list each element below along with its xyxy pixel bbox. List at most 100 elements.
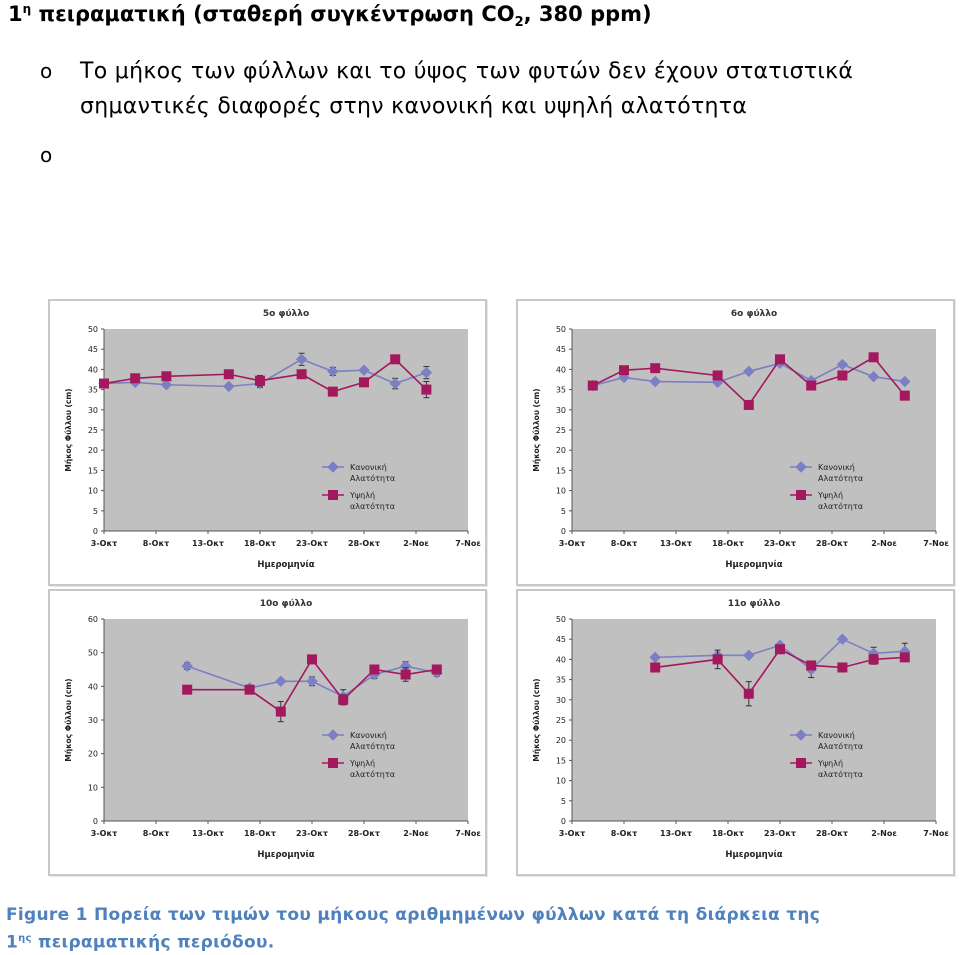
legend-marker xyxy=(796,758,806,768)
legend-marker xyxy=(327,729,339,741)
y-tick-label: 35 xyxy=(88,386,98,395)
y-tick-label: 15 xyxy=(556,756,566,765)
y-tick-label: 15 xyxy=(88,466,98,475)
legend-label: Κανονική xyxy=(818,731,855,740)
y-tick-label: 30 xyxy=(88,406,98,415)
legend-label: Κανονική xyxy=(350,731,387,740)
x-tick-label: 23-Οκτ xyxy=(296,539,328,548)
y-tick-label: 10 xyxy=(88,783,98,792)
data-point xyxy=(255,375,265,386)
y-tick-label: 5 xyxy=(561,507,566,516)
data-point xyxy=(806,380,817,391)
data-point xyxy=(130,373,141,384)
data-point xyxy=(358,364,370,376)
x-tick-label: 23-Οκτ xyxy=(764,829,796,838)
y-tick-label: 35 xyxy=(556,386,566,395)
y-tick-label: 0 xyxy=(561,527,566,536)
y-tick-label: 0 xyxy=(93,817,98,826)
series-high xyxy=(587,352,910,410)
chart-svg: 6ο φύλλο 0 5 10 15 20 25 30 35 40 45 50 3-Οκτ 8-Οκτ 13… xyxy=(532,309,949,570)
series-line xyxy=(187,657,437,713)
y-tick-label: 25 xyxy=(556,426,566,435)
x-tick-label: 3-Οκτ xyxy=(559,829,585,838)
chart-title: 6ο φύλλο xyxy=(731,309,777,319)
legend-label: αλατότητα xyxy=(350,501,395,511)
data-point xyxy=(223,369,234,380)
y-tick-label: 40 xyxy=(556,365,566,374)
chart-title: 11ο φύλλο xyxy=(728,599,781,609)
x-axis-label: Ημερομηνία xyxy=(725,559,782,570)
data-point xyxy=(649,651,661,664)
data-point xyxy=(181,660,193,672)
x-tick-label: 2-Νοε xyxy=(871,539,897,548)
data-point xyxy=(743,649,755,662)
legend-label: αλατότητα xyxy=(818,769,863,779)
y-axis-label: Μήκος Φύλλου (cm) xyxy=(64,388,73,471)
x-tick-label: 7-Νοε xyxy=(455,829,481,838)
data-point xyxy=(244,684,255,695)
y-tick-label: 10 xyxy=(556,777,566,786)
legend-label: Κανονική xyxy=(818,463,855,472)
data-point xyxy=(390,354,401,365)
y-tick-label: 45 xyxy=(556,635,566,644)
heading-tail: , 380 ppm) xyxy=(523,2,652,26)
x-tick-label: 18-Οκτ xyxy=(244,829,276,838)
series-line xyxy=(655,648,905,696)
x-tick-label: 13-Οκτ xyxy=(192,829,224,838)
y-tick-label: 20 xyxy=(88,750,98,759)
y-axis-label: Μήκος Φύλλου (cm) xyxy=(64,678,73,761)
y-axis-label: Μήκος Φύλλου (cm) xyxy=(532,388,541,471)
data-point xyxy=(275,675,287,687)
y-tick-label: 30 xyxy=(556,406,566,415)
data-point xyxy=(899,652,910,663)
data-point xyxy=(868,352,879,363)
data-point xyxy=(296,369,307,380)
data-point xyxy=(899,390,910,401)
bullet-text: Το μήκος των φύλλων και το ύψος των φυτώ… xyxy=(80,59,854,119)
heading-text: πειραματική (σταθερή συγκέντρωση CO xyxy=(31,2,515,26)
figure-caption: Figure 1 Πορεία των τιμών του μήκους αρι… xyxy=(6,903,946,955)
y-tick-label: 25 xyxy=(88,426,98,435)
series-line xyxy=(186,665,437,698)
bullet-item: o Το μήκος των φύλλων και το ύψος των φυ… xyxy=(12,54,912,124)
data-point xyxy=(99,378,109,389)
data-point xyxy=(327,386,338,397)
x-tick-label: 3-Οκτ xyxy=(91,539,117,548)
bullet-mark: o xyxy=(40,143,53,167)
plot-area xyxy=(572,619,936,821)
x-tick-label: 18-Οκτ xyxy=(712,539,744,548)
data-point xyxy=(161,371,172,382)
y-tick-label: 60 xyxy=(88,615,98,624)
y-tick-label: 15 xyxy=(556,466,566,475)
legend-label: Υψηλή xyxy=(349,491,375,500)
y-tick-label: 45 xyxy=(556,345,566,354)
y-tick-label: 45 xyxy=(88,345,98,354)
data-point xyxy=(420,366,433,379)
legend-label: Υψηλή xyxy=(349,759,375,768)
x-tick-label: 2-Νοε xyxy=(403,829,429,838)
legend-marker xyxy=(795,461,807,473)
x-tick-label: 13-Οκτ xyxy=(660,539,692,548)
heading-subscript: 2 xyxy=(514,15,524,31)
legend-label: Αλατότητα xyxy=(818,473,863,483)
x-tick-label: 13-Οκτ xyxy=(660,829,692,838)
x-tick-label: 8-Οκτ xyxy=(143,539,169,548)
x-tick-label: 28-Οκτ xyxy=(816,829,848,838)
chart-svg: 11ο φύλλο 0 5 10 15 20 25 30 35 40 45 50 3-Οκτ 8-Οκτ 1… xyxy=(532,599,949,860)
x-tick-label: 28-Οκτ xyxy=(348,829,380,838)
data-point xyxy=(743,365,755,378)
bullet-list: o Το μήκος των φύλλων και το ύψος των φυ… xyxy=(12,54,912,168)
data-point xyxy=(836,633,849,645)
chart-leaf-5: 5ο φύλλο 0 5 10 15 20 25 30 35 40 45 50 3-Οκτ 8-Οκτ 13… xyxy=(48,299,487,586)
x-tick-label: 28-Οκτ xyxy=(348,539,380,548)
y-tick-label: 10 xyxy=(88,487,98,496)
caption-superscript: ης xyxy=(18,933,32,944)
x-tick-label: 2-Νοε xyxy=(871,829,897,838)
y-tick-label: 0 xyxy=(561,817,566,826)
plot-area xyxy=(104,619,468,821)
x-tick-label: 3-Οκτ xyxy=(559,539,585,548)
y-tick-label: 20 xyxy=(556,736,566,745)
data-point xyxy=(327,365,339,378)
data-point xyxy=(223,380,235,393)
caption-line-1: Figure 1 Πορεία των τιμών του μήκους αρι… xyxy=(6,905,821,925)
